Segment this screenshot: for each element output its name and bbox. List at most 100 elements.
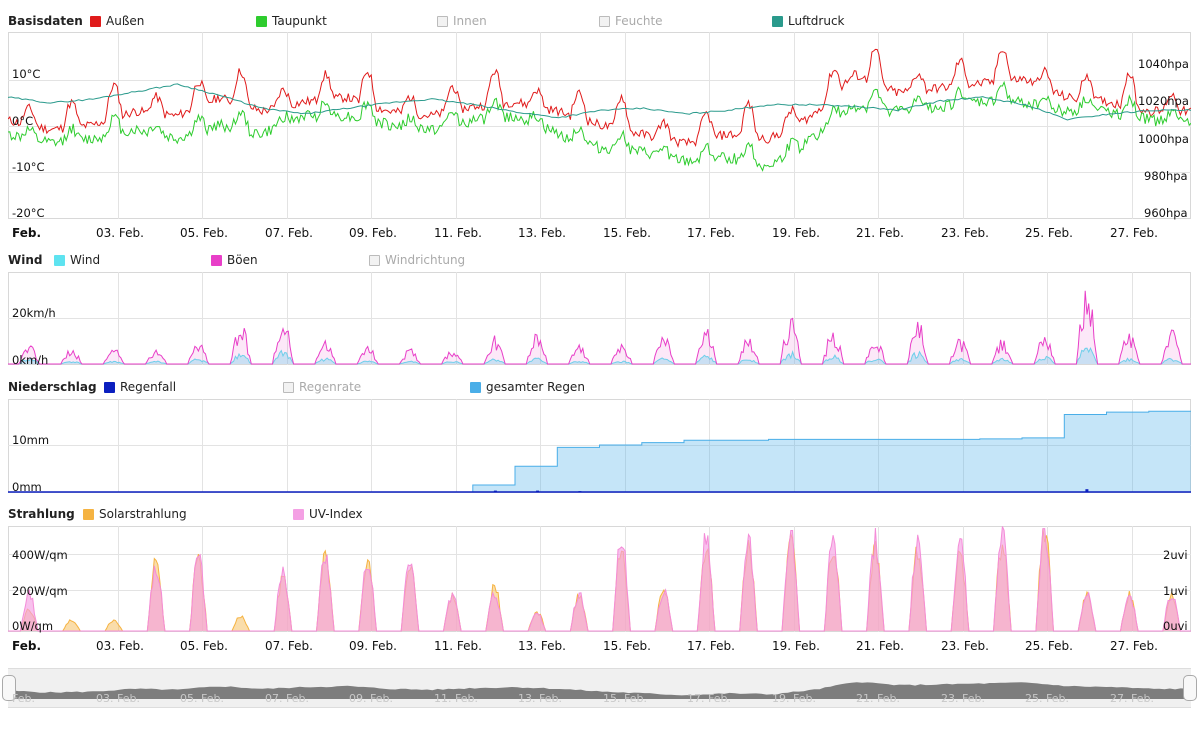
legend-innen[interactable]: Innen	[437, 14, 487, 28]
legend-feuchte[interactable]: Feuchte	[599, 14, 663, 28]
legend-luftdruck[interactable]: Luftdruck	[772, 14, 845, 28]
x-axis-label: 15. Feb.	[603, 226, 651, 240]
wind-title: Wind	[8, 253, 43, 267]
x-axis-label: 21. Feb.	[856, 639, 904, 653]
wind-ytick: 20km/h	[12, 306, 56, 320]
x-axis-label: 13. Feb.	[518, 226, 566, 240]
legend-swatch	[90, 15, 101, 27]
x-axis-bottom: Feb. 03. Feb. 05. Feb. 07. Feb. 09. Feb. 11.…	[0, 639, 1200, 655]
legend-swatch-disabled	[599, 15, 610, 27]
series-line-uvindex	[8, 526, 1191, 632]
solar-header: Strahlung Solarstrahlung UV-Index	[0, 507, 1200, 525]
basis-svg	[8, 32, 1191, 219]
legend-swatch-disabled	[283, 381, 294, 393]
legend-label: Feuchte	[615, 14, 663, 28]
series-area-wind	[8, 348, 1191, 364]
plot-frame	[8, 32, 1191, 219]
x-axis-label: 23. Feb.	[941, 226, 989, 240]
x-axis-label: 19. Feb.	[772, 226, 820, 240]
rain-ytick: 10mm	[12, 433, 50, 447]
navigator-label: 19. Feb.	[772, 692, 816, 705]
wind-plot[interactable]	[8, 272, 1191, 365]
navigator-handle-left[interactable]	[2, 675, 16, 701]
x-axis-label: 13. Feb.	[518, 639, 566, 653]
legend-label: Regenfall	[120, 380, 177, 394]
series-area-gesamter-regen	[8, 411, 1191, 492]
wind-ytick: 0km/h	[12, 353, 49, 367]
rain-plot[interactable]	[8, 399, 1191, 493]
x-axis-label: 05. Feb.	[180, 226, 228, 240]
series-line-wind	[8, 346, 1191, 365]
x-axis-label: 25. Feb.	[1025, 226, 1073, 240]
basis-ytick-right: 980hpa	[1144, 169, 1188, 183]
legend-regenfall[interactable]: Regenfall	[104, 380, 176, 394]
x-axis-label: 11. Feb.	[434, 639, 482, 653]
x-axis-label: 27. Feb.	[1110, 226, 1158, 240]
basis-ytick-right: 960hpa	[1144, 206, 1188, 220]
x-axis-top: Feb. 03. Feb. 05. Feb. 07. Feb. 09. Feb. 11.…	[0, 226, 1200, 242]
legend-swatch	[83, 508, 94, 520]
basis-ytick-right: 1020hpa	[1138, 94, 1189, 108]
x-axis-start-label: Feb.	[12, 226, 41, 240]
x-axis-label: 21. Feb.	[856, 226, 904, 240]
legend-aussen[interactable]: Außen	[90, 14, 144, 28]
series-line-luftdruck	[8, 83, 1191, 121]
basis-ytick: -20°C	[12, 206, 45, 220]
legend-label: Solarstrahlung	[99, 507, 187, 521]
legend-label: gesamter Regen	[486, 380, 585, 394]
legend-swatch	[256, 15, 267, 27]
solar-ytick-right: 0uvi	[1163, 619, 1188, 633]
series-area-ben	[8, 290, 1191, 364]
legend-swatch-disabled	[437, 15, 448, 27]
x-axis-label: 25. Feb.	[1025, 639, 1073, 653]
legend-label: UV-Index	[309, 507, 363, 521]
legend-label: Innen	[453, 14, 487, 28]
x-axis-label: 15. Feb.	[603, 639, 651, 653]
navigator-label: 07. Feb.	[265, 692, 309, 705]
x-axis-label: 27. Feb.	[1110, 639, 1158, 653]
legend-taupunkt[interactable]: Taupunkt	[256, 14, 327, 28]
wind-header: Wind Wind Böen Windrichtung	[0, 253, 1200, 271]
legend-label: Windrichtung	[385, 253, 466, 267]
navigator-label: 27. Feb.	[1110, 692, 1154, 705]
legend-wind[interactable]: Wind	[54, 253, 100, 267]
solar-plot[interactable]	[8, 526, 1191, 632]
series-line-ben	[8, 290, 1191, 365]
bar-regenfall	[1085, 489, 1089, 492]
x-axis-label: 09. Feb.	[349, 639, 397, 653]
basis-ytick: 0°C	[12, 114, 34, 128]
series-area-solarstrahlung	[8, 528, 1191, 631]
navigator-handle-right[interactable]	[1183, 675, 1197, 701]
x-axis-start-label: Feb.	[12, 639, 41, 653]
basis-header: Basisdaten Außen Taupunkt Innen Feuchte …	[0, 14, 1200, 32]
navigator-label: 03. Feb.	[96, 692, 140, 705]
rain-ytick: 0mm	[12, 480, 42, 494]
legend-label: Außen	[106, 14, 145, 28]
legend-label: Taupunkt	[272, 14, 327, 28]
solar-ytick-right: 1uvi	[1163, 584, 1188, 598]
legend-label: Wind	[70, 253, 101, 267]
navigator[interactable]	[2, 668, 1197, 708]
navigator-label: 17. Feb.	[687, 692, 731, 705]
legend-swatch	[293, 508, 304, 520]
x-axis-label: 17. Feb.	[687, 639, 735, 653]
x-axis-label: 03. Feb.	[96, 639, 144, 653]
legend-boeen[interactable]: Böen	[211, 253, 258, 267]
solar-title: Strahlung	[8, 507, 75, 521]
legend-swatch	[211, 254, 222, 266]
legend-swatch	[772, 15, 783, 27]
legend-gesamter-regen[interactable]: gesamter Regen	[470, 380, 585, 394]
legend-regenrate[interactable]: Regenrate	[283, 380, 361, 394]
legend-swatch-disabled	[369, 254, 380, 266]
navigator-label: 11. Feb.	[434, 692, 478, 705]
legend-uv-index[interactable]: UV-Index	[293, 507, 363, 521]
navigator-label: 13. Feb.	[518, 692, 562, 705]
x-axis-label: 07. Feb.	[265, 639, 313, 653]
solar-ytick: 0W/qm	[12, 619, 54, 633]
legend-windrichtung[interactable]: Windrichtung	[369, 253, 465, 267]
basis-plot[interactable]	[8, 32, 1191, 219]
basis-ytick-right: 1040hpa	[1138, 57, 1189, 71]
x-axis-label: 09. Feb.	[349, 226, 397, 240]
x-axis-label: 07. Feb.	[265, 226, 313, 240]
legend-solarstrahlung[interactable]: Solarstrahlung	[83, 507, 187, 521]
